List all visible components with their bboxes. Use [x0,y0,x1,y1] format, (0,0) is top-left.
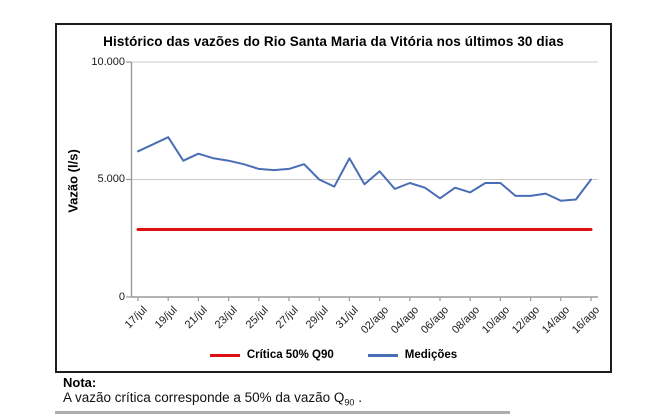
x-tick-label: 02/ago [358,304,392,337]
note-heading: Nota: [63,375,97,390]
legend-label-medicoes: Medições [404,349,458,361]
x-tick-label: 25/jul [243,304,271,332]
x-tick-label: 06/ago [419,304,452,337]
x-tick-label: 23/jul [212,304,241,332]
legend-item-medicoes: Medições [367,349,458,361]
series-line-medicoes [137,136,592,202]
note-body-subscript: 90 [344,397,355,408]
note-body: A vazão crítica corresponde a 50% da vaz… [63,390,362,408]
legend-label-critica: Crítica 50% Q90 [246,349,334,361]
y-tick-label: 0 [118,290,125,303]
legend-item-critica: Crítica 50% Q90 [209,349,334,361]
chart-legend: Crítica 50% Q90 Medições [57,345,610,365]
x-tick-label: 16/ago [570,304,603,337]
x-tick-label: 04/ago [388,304,422,337]
x-tick-label: 10/ago [479,304,512,337]
x-tick-label: 08/ago [449,304,482,337]
x-tick-label: 12/ago [509,304,543,337]
note-body-suffix: . [354,390,362,405]
x-tick-label: 14/ago [539,304,573,337]
legend-swatch-critica-line [209,353,240,357]
chart-title: Histórico das vazões do Rio Santa Maria … [103,34,564,49]
x-tick-label: 29/jul [303,304,331,332]
x-tick-label: 21/jul [182,304,210,332]
x-tick-label: 27/jul [273,304,301,332]
x-tick-label: 17/jul [122,304,150,332]
legend-swatch-medicoes-line [367,353,398,357]
x-tick-label: 31/jul [333,304,361,332]
bottom-divider-line [55,411,510,414]
chart-frame: Histórico das vazões do Rio Santa Maria … [55,23,612,373]
x-tick-label: 19/jul [152,304,180,332]
note-body-text: A vazão crítica corresponde a 50% da vaz… [63,390,345,405]
plot-area [126,61,598,301]
y-tick-label: 10.000 [91,55,125,68]
y-tick-label: 5.000 [97,173,125,185]
